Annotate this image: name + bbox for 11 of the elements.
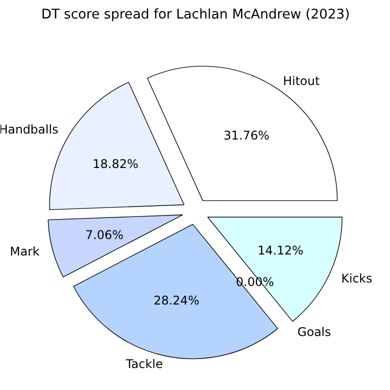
category-label: Goals — [297, 325, 332, 340]
slice-label: Mark — [10, 244, 40, 258]
data-label: 18.82% — [92, 156, 138, 171]
chart-title: DT score spread for Lachlan McAndrew (2023) — [41, 8, 350, 22]
data-label: 14.12% — [258, 244, 304, 258]
slice-label: Kicks — [341, 271, 372, 286]
slice-label: Tackle — [124, 356, 163, 371]
slice-label: Hitout — [282, 74, 320, 88]
data-label: 31.76% — [224, 128, 270, 142]
data-label: 28.24% — [154, 293, 200, 308]
data-label: 7.06% — [85, 228, 124, 242]
